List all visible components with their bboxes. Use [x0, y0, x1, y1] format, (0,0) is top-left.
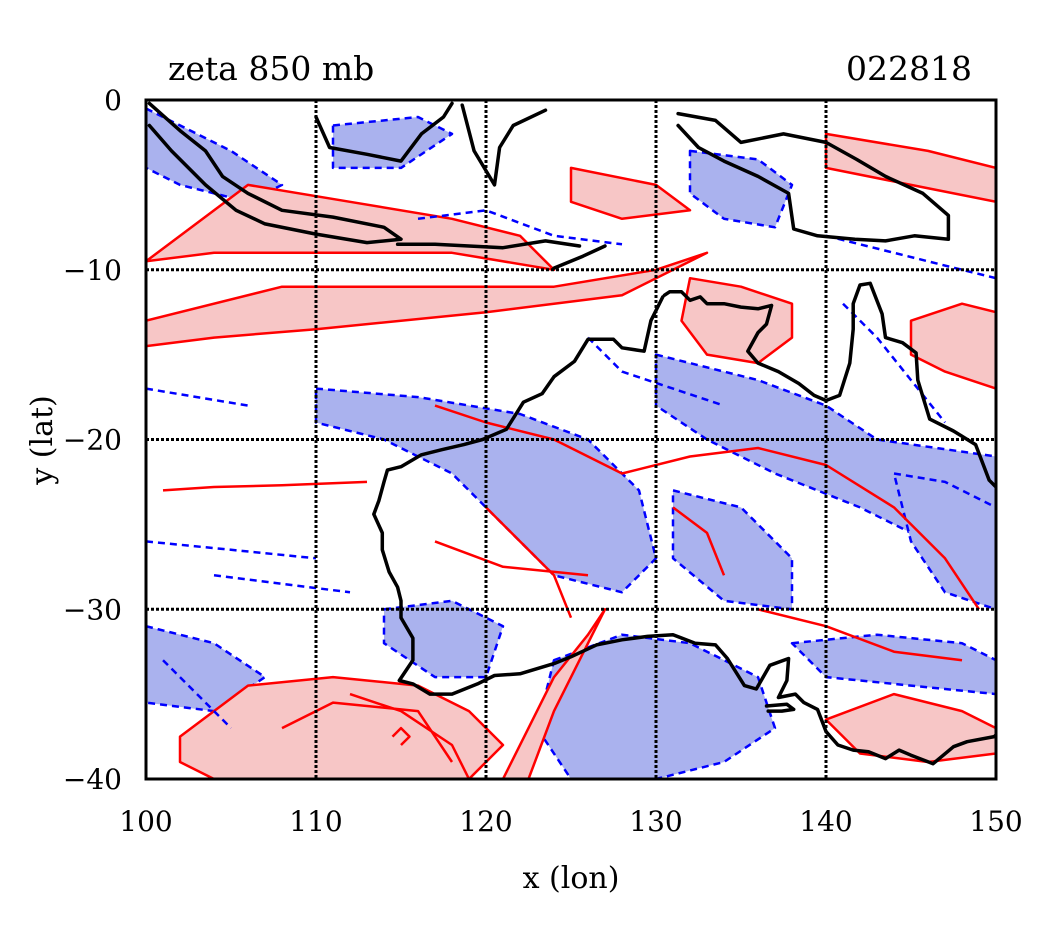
coastline-8: [764, 702, 796, 713]
positive-contour-line-3: [757, 608, 963, 662]
positive-vorticity-region-2: [680, 276, 794, 365]
x-axis-label: x (lon): [523, 861, 620, 896]
plot-frame: [144, 98, 998, 781]
coastline-1: [314, 101, 454, 163]
positive-contour-line-2: [485, 506, 573, 619]
y-tick-label: −10: [63, 254, 122, 287]
positive-contour-line-5: [434, 540, 589, 577]
coastline-5: [676, 111, 951, 243]
positive-contour-line-1: [434, 404, 981, 610]
negative-contour-line-5: [587, 336, 725, 407]
negative-contour-line-1: [146, 540, 317, 560]
tick-label-layer: 100 110 120 130 140 150 0 −10 −20 −30 −40: [63, 84, 1023, 838]
positive-vorticity-region-3: [909, 302, 996, 390]
negative-contour-line-7: [842, 302, 946, 424]
chart-timestamp: 022818: [846, 49, 972, 88]
positive-vorticity-region-4: [178, 675, 505, 779]
coastline-6: [662, 281, 996, 489]
x-tick-label: 120: [459, 805, 512, 838]
negative-vorticity-region-8: [790, 633, 996, 696]
y-tick-label: 0: [104, 84, 122, 117]
positive-vorticity-region-7: [569, 166, 692, 221]
positive-contour-line-8: [281, 701, 454, 763]
grid-layer: [146, 100, 996, 779]
positive-vorticity-region-0: [146, 183, 556, 272]
positive-contour-line-0: [162, 480, 368, 492]
coastline-2: [460, 103, 548, 187]
chart-title: zeta 850 mb: [168, 49, 374, 88]
positive-contour-line-7: [391, 726, 411, 746]
negative-vorticity-region-10: [892, 472, 996, 611]
negative-contour-line-0: [146, 387, 249, 407]
x-tick-label: 100: [119, 805, 172, 838]
positive-contour-line-6: [349, 692, 471, 779]
coastline-0: [147, 101, 403, 245]
negative-vorticity-region-2: [688, 149, 794, 229]
x-tick-label: 150: [969, 805, 1022, 838]
y-tick-label: −30: [63, 593, 122, 626]
coastline-4: [552, 244, 607, 270]
x-tick-label: 110: [289, 805, 342, 838]
negative-contour-line-6: [162, 659, 232, 729]
y-tick-label: −20: [63, 424, 122, 457]
positive-contour-line-4: [672, 506, 726, 576]
y-axis-label: y (lat): [25, 395, 60, 485]
y-tick-label: −40: [63, 763, 122, 796]
x-tick-label: 140: [799, 805, 852, 838]
negative-contour-line-4: [825, 234, 996, 280]
fills-layer: [146, 107, 996, 779]
positive-vorticity-region-1: [146, 251, 709, 348]
lines-layer: [146, 209, 996, 779]
x-tick-label: 130: [629, 805, 682, 838]
negative-contour-line-2: [213, 574, 351, 594]
